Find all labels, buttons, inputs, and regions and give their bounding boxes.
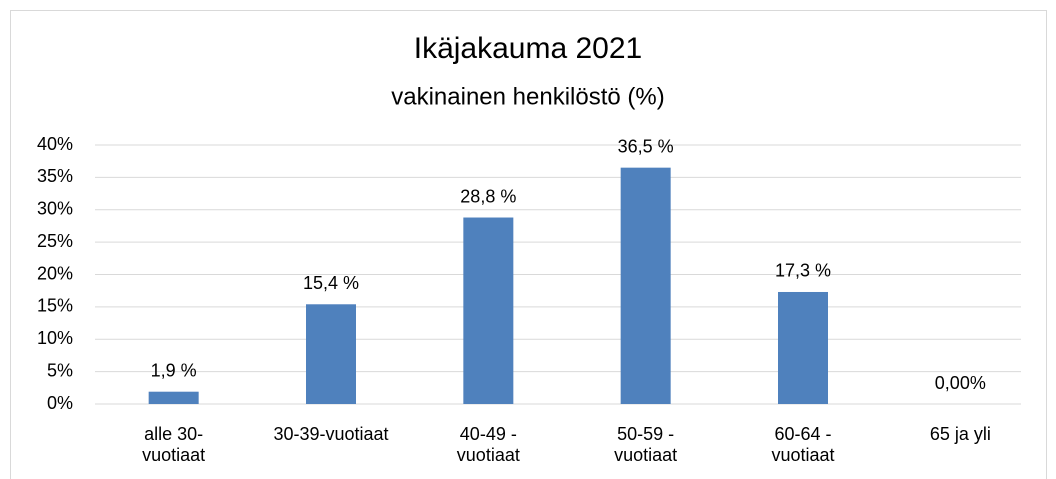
data-label: 36,5 %: [618, 136, 674, 156]
data-label: 17,3 %: [775, 261, 831, 281]
y-tick-label: 20%: [37, 263, 73, 283]
y-tick-label: 40%: [37, 134, 73, 154]
x-tick-label: 65 ja yli: [929, 424, 991, 444]
x-tick-label: 40-49 - vuotiaat: [456, 424, 520, 465]
x-tick-label-box: 30-39-vuotiaat: [273, 424, 389, 444]
data-label: 15,4 %: [303, 273, 359, 293]
bar: [620, 167, 671, 404]
data-label: 0,00%: [935, 373, 986, 393]
y-tick-label: 30%: [37, 199, 73, 219]
x-tick-label-box: 60-64 - vuotiaat: [771, 424, 835, 465]
data-label: 28,8 %: [460, 186, 516, 206]
y-tick-label: 25%: [37, 231, 73, 251]
x-tick-label-box: alle 30-vuotiaat: [142, 424, 206, 465]
y-tick-label: 15%: [37, 296, 73, 316]
y-tick-label: 0%: [47, 393, 73, 413]
x-tick-label-box: 50-59 - vuotiaat: [614, 424, 678, 465]
y-tick-label: 35%: [37, 166, 73, 186]
data-label: 1,9 %: [151, 360, 197, 380]
bar: [306, 304, 356, 404]
y-tick-label: 10%: [37, 328, 73, 348]
x-tick-label: 50-59 - vuotiaat: [614, 424, 678, 465]
bar: [148, 391, 199, 404]
x-tick-label: 60-64 - vuotiaat: [771, 424, 835, 465]
chart-frame: [10, 10, 1047, 479]
chart-subtitle: vakinainen henkilöstö (%): [391, 83, 664, 110]
x-tick-label: alle 30-vuotiaat: [142, 424, 206, 465]
x-tick-label-box: 65 ja yli: [929, 424, 991, 444]
bar: [778, 291, 828, 404]
y-tick-label: 5%: [47, 360, 73, 380]
chart-title: Ikäjakauma 2021: [414, 32, 643, 65]
x-tick-label: 30-39-vuotiaat: [273, 424, 389, 444]
x-tick-label-box: 40-49 - vuotiaat: [456, 424, 520, 465]
bar: [463, 217, 514, 404]
